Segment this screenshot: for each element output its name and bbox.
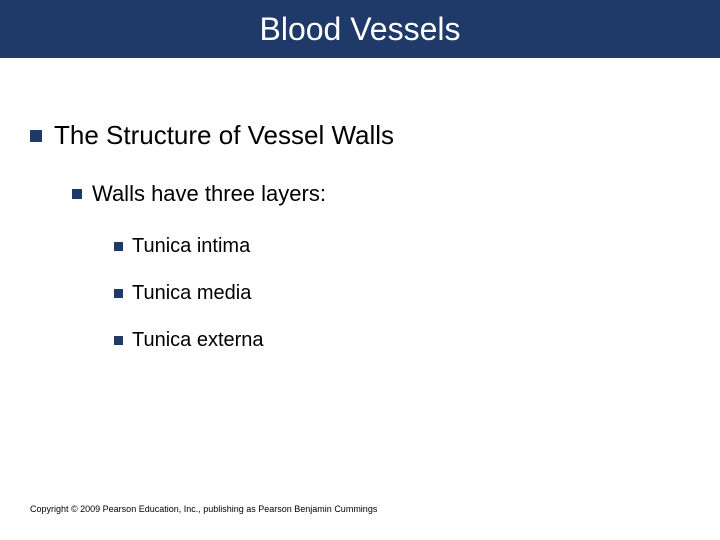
bullet-text-l3: Tunica intima bbox=[132, 235, 250, 258]
list-item: The Structure of Vessel Walls bbox=[30, 120, 690, 151]
list-item: Tunica intima bbox=[114, 235, 690, 258]
list-item: Tunica media bbox=[114, 282, 690, 305]
square-bullet-icon bbox=[114, 336, 123, 345]
title-bar: Blood Vessels bbox=[0, 0, 720, 58]
slide-title: Blood Vessels bbox=[259, 11, 460, 48]
square-bullet-icon bbox=[72, 189, 82, 199]
slide-content: The Structure of Vessel Walls Walls have… bbox=[0, 58, 720, 352]
square-bullet-icon bbox=[114, 289, 123, 298]
square-bullet-icon bbox=[30, 130, 42, 142]
list-item: Tunica externa bbox=[114, 329, 690, 352]
square-bullet-icon bbox=[114, 242, 123, 251]
bullet-text-l2: Walls have three layers: bbox=[92, 181, 326, 207]
bullet-text-l3: Tunica media bbox=[132, 282, 251, 305]
bullet-text-l1: The Structure of Vessel Walls bbox=[54, 120, 394, 151]
copyright-footer: Copyright © 2009 Pearson Education, Inc.… bbox=[30, 504, 377, 514]
list-item: Walls have three layers: bbox=[72, 181, 690, 207]
bullet-text-l3: Tunica externa bbox=[132, 329, 264, 352]
